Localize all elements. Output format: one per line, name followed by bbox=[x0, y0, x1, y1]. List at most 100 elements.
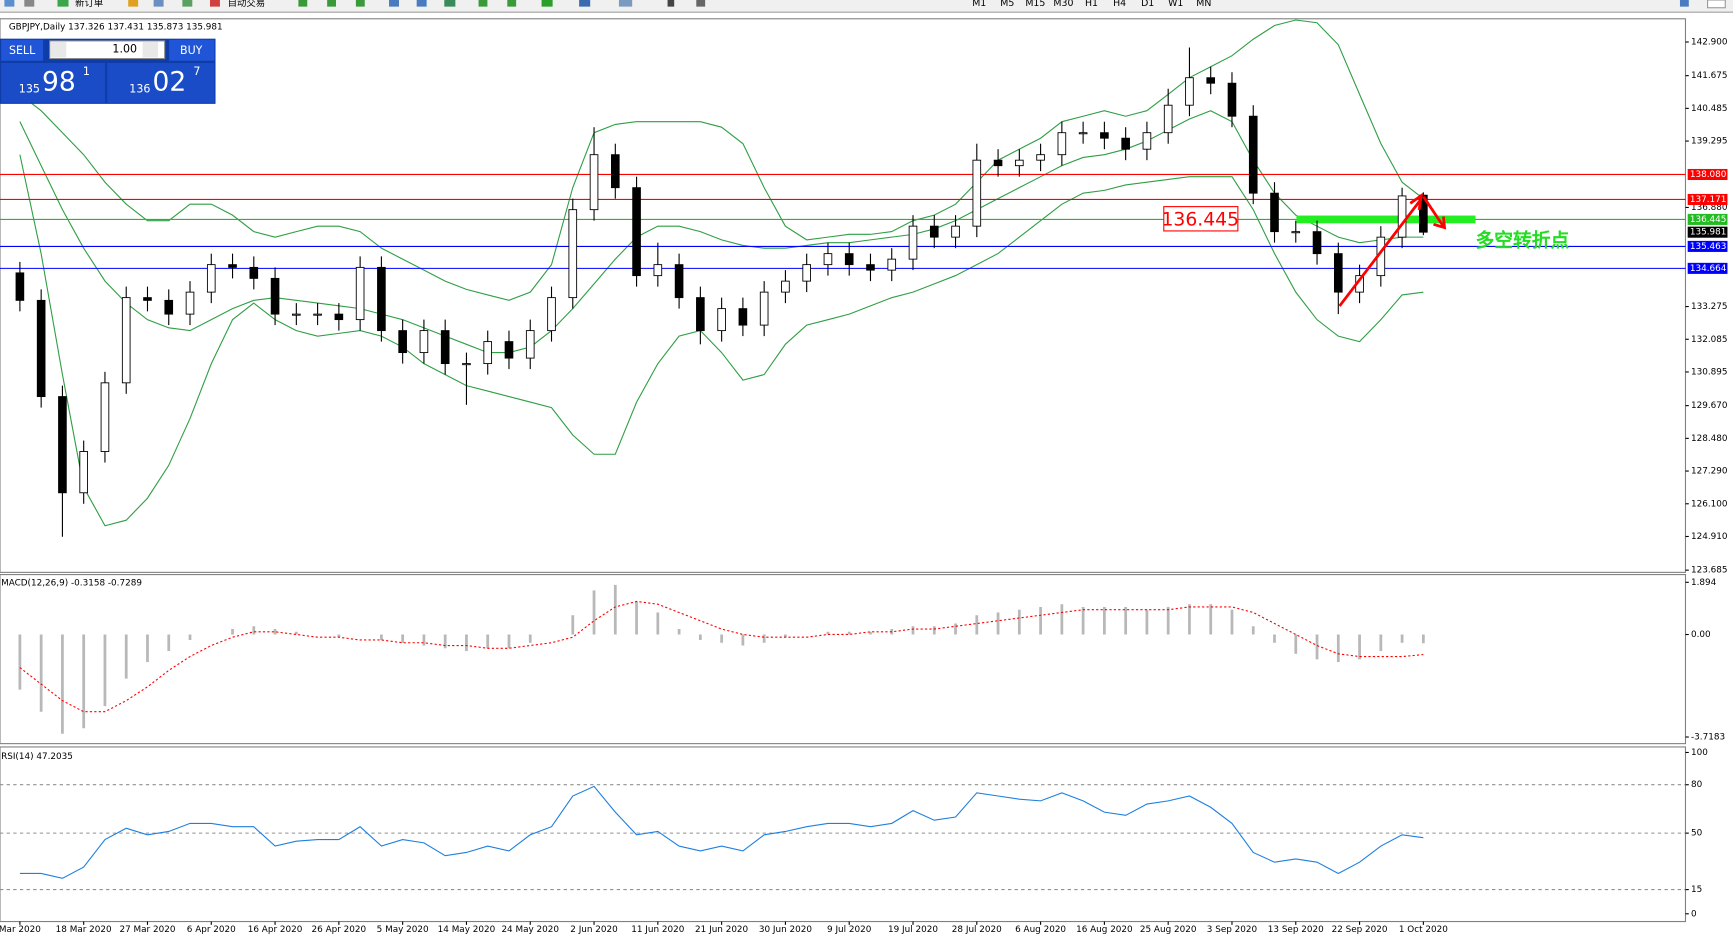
candle-body bbox=[972, 159, 982, 227]
candle-body bbox=[1312, 231, 1322, 255]
x-tick-label: 30 Jun 2020 bbox=[759, 925, 812, 935]
volume-down[interactable] bbox=[50, 41, 67, 58]
sell-label[interactable]: SELL bbox=[9, 44, 36, 57]
candle-body bbox=[929, 225, 939, 238]
candle-body bbox=[1227, 82, 1237, 117]
candle-body bbox=[1163, 104, 1173, 134]
y-tick-label: 130.895 bbox=[1691, 367, 1728, 377]
volume-box[interactable] bbox=[49, 40, 166, 60]
candle-body bbox=[1270, 192, 1279, 233]
macd-last: -0.3158 bbox=[71, 578, 105, 588]
candle-body bbox=[589, 154, 599, 211]
ask-fraction: 7 bbox=[193, 65, 200, 78]
candle-body bbox=[1015, 159, 1024, 167]
last-close: 135.981 bbox=[186, 22, 223, 32]
candle-body bbox=[15, 272, 25, 301]
last-open: 137.326 bbox=[68, 22, 105, 32]
x-tick-label: 28 Jul 2020 bbox=[952, 925, 1002, 935]
price-tag bbox=[1687, 240, 1728, 252]
y-tick-label: 142.900 bbox=[1691, 37, 1728, 47]
candle-body bbox=[483, 341, 493, 365]
x-tick-label: 27 Mar 2020 bbox=[119, 925, 175, 935]
candle-body bbox=[377, 266, 386, 332]
y-tick-label: 50 bbox=[1691, 829, 1703, 839]
candle-body bbox=[504, 341, 514, 359]
y-tick-label: -3.7183 bbox=[1691, 733, 1725, 743]
toolbar-button[interactable]: 新订单 bbox=[75, 0, 103, 9]
candle-body bbox=[462, 363, 471, 366]
candle-body bbox=[228, 264, 237, 268]
last-high: 137.431 bbox=[107, 22, 144, 32]
x-tick-label: 14 May 2020 bbox=[438, 925, 496, 935]
candle-body bbox=[36, 299, 46, 398]
x-tick-label: 18 Mar 2020 bbox=[56, 925, 112, 935]
candle-body bbox=[866, 264, 875, 271]
timeframe-button[interactable]: H4 bbox=[1113, 0, 1126, 9]
timeframe-button[interactable]: W1 bbox=[1168, 0, 1183, 9]
current-price-label: 135.981 bbox=[1690, 228, 1727, 238]
candle-body bbox=[419, 330, 429, 354]
x-tick-label: Mar 2020 bbox=[0, 925, 41, 935]
candle-body bbox=[334, 313, 344, 321]
timeframe-button[interactable]: M5 bbox=[1000, 0, 1014, 9]
candle-body bbox=[993, 159, 1003, 167]
candle-body bbox=[674, 264, 684, 299]
ask-prefix: 136 bbox=[129, 83, 150, 96]
candle-body bbox=[908, 225, 918, 260]
candle-body bbox=[185, 291, 195, 315]
x-tick-label: 16 Apr 2020 bbox=[248, 925, 303, 935]
candle-body bbox=[292, 313, 301, 316]
price-tag-label: 134.664 bbox=[1690, 264, 1727, 274]
candle-body bbox=[121, 297, 131, 384]
trend-arrow bbox=[1338, 192, 1447, 307]
candle-body bbox=[1185, 77, 1194, 106]
y-tick-label: 80 bbox=[1691, 780, 1703, 790]
macd-panel bbox=[0, 574, 1687, 745]
buy-label[interactable]: BUY bbox=[180, 44, 203, 57]
price-tag-label: 137.171 bbox=[1690, 195, 1727, 205]
timeframe-button[interactable]: D1 bbox=[1141, 0, 1154, 9]
volume-up[interactable] bbox=[142, 41, 159, 58]
buy-button[interactable] bbox=[169, 39, 215, 61]
x-tick-label: 6 Apr 2020 bbox=[187, 925, 236, 935]
candle-body bbox=[100, 382, 110, 452]
chart-header: GBPJPY,Daily 137.326 137.431 135.873 135… bbox=[9, 22, 223, 32]
candle-body bbox=[164, 299, 174, 315]
sell-button[interactable] bbox=[1, 39, 44, 61]
candle-body bbox=[951, 225, 960, 238]
candle-body bbox=[610, 154, 620, 189]
timeframe-button[interactable]: MN bbox=[1196, 0, 1211, 9]
y-tick-label: 126.100 bbox=[1691, 499, 1728, 509]
x-tick-label: 2 Jun 2020 bbox=[570, 925, 618, 935]
candle-body bbox=[738, 308, 748, 326]
y-tick-label: 100 bbox=[1691, 748, 1708, 758]
candle-body bbox=[440, 330, 450, 365]
x-tick-label: 24 May 2020 bbox=[501, 925, 559, 935]
timeframe-button[interactable]: H1 bbox=[1085, 0, 1098, 9]
toolbar-button[interactable]: 自动交易 bbox=[228, 0, 266, 9]
bid-fraction: 1 bbox=[83, 65, 90, 78]
candle-body bbox=[1248, 115, 1258, 194]
y-tick-label: 0.00 bbox=[1691, 630, 1711, 640]
timeframe-bar: M1 M5 M15 M30 H1 H4 D1 W1 MN bbox=[972, 0, 1211, 9]
rsi-panel bbox=[0, 746, 1687, 923]
price-panel bbox=[0, 18, 1687, 573]
candle-body bbox=[143, 297, 152, 301]
x-tick-label: 5 May 2020 bbox=[377, 925, 429, 935]
candle-body bbox=[568, 209, 578, 299]
candle-body bbox=[79, 451, 88, 494]
x-tick-label: 21 Jun 2020 bbox=[695, 925, 748, 935]
candle-body bbox=[525, 330, 535, 359]
volume-value[interactable]: 1.00 bbox=[112, 43, 137, 56]
timeframe-button[interactable]: M30 bbox=[1053, 0, 1073, 9]
candle-body bbox=[1121, 137, 1130, 150]
candle-body bbox=[1333, 253, 1343, 293]
candle-body bbox=[1291, 231, 1301, 234]
x-tick-label: 1 Oct 2020 bbox=[1399, 925, 1448, 935]
ask-box[interactable] bbox=[107, 62, 215, 103]
signal-last: -0.7289 bbox=[108, 578, 142, 588]
timeframe-button[interactable]: M1 bbox=[972, 0, 986, 9]
candle-body bbox=[398, 330, 407, 354]
timeframe-button[interactable]: M15 bbox=[1025, 0, 1045, 9]
bid-box[interactable] bbox=[1, 62, 105, 103]
